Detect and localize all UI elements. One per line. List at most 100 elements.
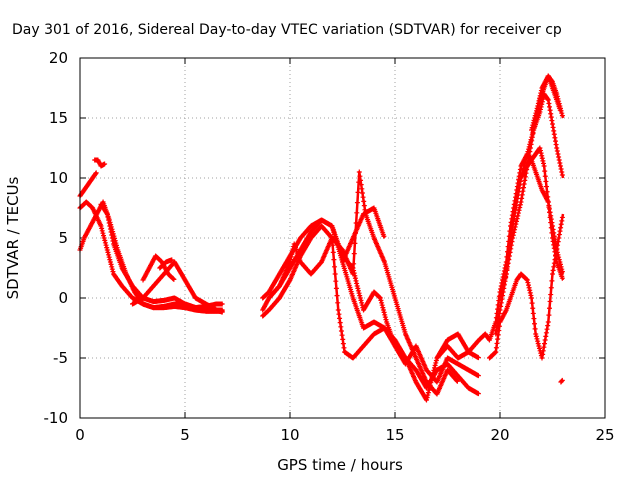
series-trace-16: [493, 145, 565, 337]
data-point: [430, 370, 436, 376]
data-point: [542, 168, 548, 174]
data-point: [525, 149, 531, 155]
data-point: [519, 195, 525, 201]
data-point: [475, 355, 481, 361]
y-tick-label: 20: [49, 49, 68, 67]
data-point: [529, 127, 534, 133]
data-point: [549, 230, 555, 236]
data-point: [513, 218, 519, 224]
data-point: [542, 173, 548, 179]
data-point: [511, 229, 517, 235]
data-point: [544, 189, 550, 195]
data-point: [432, 362, 438, 368]
data-point: [498, 290, 504, 296]
series-trace-20: [558, 377, 565, 385]
data-point: [524, 167, 530, 173]
data-point: [508, 246, 514, 252]
data-point: [98, 223, 104, 229]
data-point: [104, 210, 110, 216]
series-trace-4: [92, 157, 108, 169]
data-point: [108, 229, 114, 235]
data-point: [542, 337, 548, 343]
data-point: [495, 332, 501, 338]
data-point: [548, 114, 554, 120]
chart-title: Day 301 of 2016, Sidereal Day-to-day VTE…: [12, 22, 562, 38]
series-trace-3: [77, 170, 99, 199]
data-point: [475, 391, 481, 397]
x-tick-label: 20: [490, 426, 509, 444]
series-trace-5: [98, 201, 225, 311]
data-point: [555, 151, 561, 157]
data-point: [559, 218, 565, 224]
data-point: [426, 387, 432, 393]
data-point: [169, 257, 175, 263]
data-point: [358, 297, 364, 303]
data-point: [354, 200, 360, 206]
data-point: [538, 104, 544, 110]
data-point: [529, 295, 534, 301]
data-point: [556, 257, 562, 263]
data-point: [545, 194, 551, 200]
data-point: [494, 340, 500, 346]
data-point: [378, 297, 384, 303]
data-point: [102, 237, 108, 243]
data-point: [529, 300, 535, 306]
data-point: [557, 163, 563, 169]
data-point: [499, 288, 505, 294]
data-point: [358, 182, 364, 188]
data-point: [493, 345, 499, 351]
data-point: [334, 293, 340, 299]
data-point: [526, 144, 532, 150]
data-point: [108, 261, 114, 267]
data-point: [555, 239, 561, 245]
data-point: [524, 153, 530, 159]
data-point: [357, 293, 363, 299]
data-point: [509, 239, 515, 245]
data-point: [99, 225, 105, 231]
data-point: [380, 305, 386, 311]
data-point: [105, 249, 111, 255]
data-point: [559, 378, 565, 384]
data-point: [518, 199, 524, 205]
data-point: [519, 170, 525, 176]
data-point: [517, 182, 523, 188]
data-point: [106, 220, 112, 226]
data-point: [524, 277, 530, 283]
data-point: [539, 99, 545, 105]
data-point: [330, 249, 336, 255]
data-point: [383, 317, 389, 323]
grid: [80, 58, 605, 418]
data-point: [532, 326, 538, 332]
data-point: [521, 181, 527, 187]
data-point: [361, 203, 367, 209]
x-tick-label: 0: [75, 426, 85, 444]
data-point: [497, 307, 503, 313]
data-point: [357, 295, 363, 301]
data-point: [381, 233, 387, 239]
data-point: [531, 117, 537, 123]
data-point: [540, 351, 546, 357]
data-point: [510, 232, 516, 238]
data-point: [520, 168, 526, 174]
data-point: [536, 343, 542, 349]
data-point: [425, 390, 431, 396]
data-point: [109, 232, 115, 238]
data-point: [544, 326, 550, 332]
data-point: [360, 194, 366, 200]
series-trace-9: [260, 223, 481, 397]
data-point: [354, 210, 360, 216]
data-point: [498, 303, 504, 309]
data-point: [379, 302, 385, 308]
data-point: [504, 267, 510, 273]
data-point: [553, 142, 559, 148]
data-point: [428, 377, 434, 383]
data-point: [424, 397, 429, 403]
data-point: [546, 204, 552, 210]
data-point: [557, 107, 563, 113]
data-point: [529, 125, 535, 131]
data-point: [516, 189, 522, 195]
data-point: [507, 249, 513, 255]
data-point: [512, 224, 518, 230]
data-point: [521, 185, 527, 191]
